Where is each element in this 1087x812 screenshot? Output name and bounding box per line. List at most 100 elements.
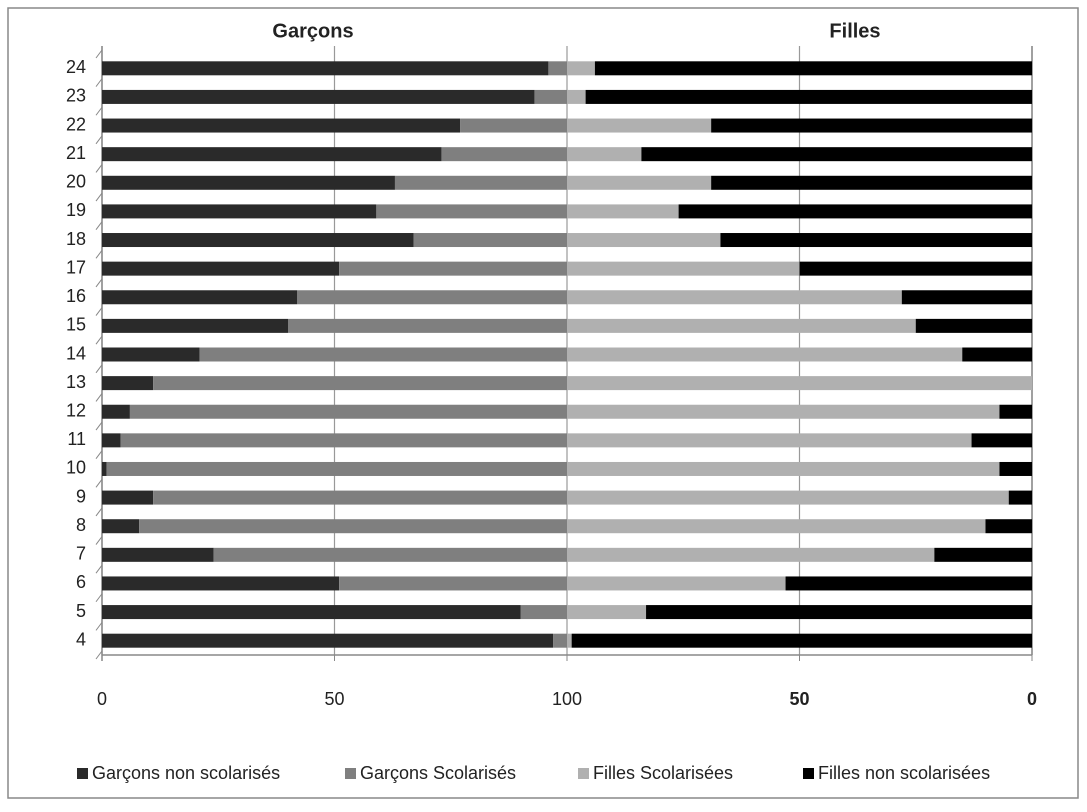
bar-segment (985, 519, 1032, 534)
x-tick-label: 100 (552, 689, 582, 709)
bar-segment (720, 233, 1032, 248)
y-tick-label: 13 (66, 372, 86, 392)
bar-segment (567, 261, 800, 276)
bar-segment (567, 89, 586, 104)
bar-segment (567, 519, 986, 534)
bar-segment (102, 347, 200, 362)
y-tick (95, 364, 103, 374)
bar-segment (102, 118, 461, 133)
y-tick (95, 421, 103, 431)
y-tick-label: 7 (76, 544, 86, 564)
y-tick-label: 14 (66, 343, 86, 363)
x-tick-label: 0 (1027, 689, 1037, 709)
bar-segment (962, 347, 1032, 362)
y-tick (95, 478, 103, 488)
bar-segment (678, 204, 1032, 219)
bar-segment (567, 404, 1000, 419)
y-tick-label: 17 (66, 257, 86, 277)
legend-swatch (803, 768, 814, 779)
bar-segment (934, 547, 1032, 562)
y-tick-label: 19 (66, 200, 86, 220)
y-tick-label: 22 (66, 114, 86, 134)
y-tick-label: 24 (66, 57, 86, 77)
legend-label: Garçons non scolarisés (92, 763, 280, 783)
bar-segment (641, 147, 1032, 162)
bar-segment (548, 61, 567, 76)
y-tick-label: 16 (66, 286, 86, 306)
bar-segment (1008, 490, 1032, 505)
x-tick-label: 50 (789, 689, 809, 709)
bar-segment (567, 118, 712, 133)
bar-segment (567, 347, 963, 362)
side-title: Garçons (272, 20, 353, 42)
bar-segment (102, 147, 442, 162)
bar-segment (441, 147, 567, 162)
x-tick-label: 0 (97, 689, 107, 709)
bar-segment (520, 605, 567, 620)
y-tick (95, 593, 103, 603)
y-tick (95, 564, 103, 574)
y-tick (95, 622, 103, 631)
bar-segment (646, 605, 1032, 620)
bar-segment (999, 461, 1032, 476)
bar-segment (102, 204, 377, 219)
bar-segment (413, 233, 567, 248)
bar-segment (102, 461, 107, 476)
bar-segment (594, 61, 1032, 76)
y-tick-label: 21 (66, 143, 86, 163)
bar-segment (102, 433, 121, 448)
y-tick-label: 15 (66, 315, 86, 335)
bar-segment (297, 290, 567, 305)
bar-segment (567, 461, 1000, 476)
legend-swatch (345, 768, 356, 779)
y-tick-label: 4 (76, 629, 86, 649)
y-tick (95, 536, 103, 545)
bar-segment (213, 547, 567, 562)
y-tick (95, 78, 103, 87)
y-tick (95, 650, 103, 660)
y-tick-label: 23 (66, 86, 86, 106)
y-tick-label: 20 (66, 172, 86, 192)
bar-segment (102, 376, 154, 391)
y-tick-label: 10 (66, 458, 86, 478)
bar-segment (567, 433, 972, 448)
bar-segment (799, 261, 1032, 276)
bar-segment (567, 605, 647, 620)
chart-frame (7, 7, 1079, 799)
bar-segment (120, 433, 567, 448)
bar-segment (711, 175, 1032, 190)
bar-segment (339, 261, 567, 276)
y-tick-label: 12 (66, 400, 86, 420)
bar-segment (567, 147, 642, 162)
bar-segment (102, 519, 140, 534)
bar-segment (102, 633, 554, 648)
bar-segment (102, 318, 288, 333)
bar-segment (102, 261, 340, 276)
y-tick-label: 18 (66, 229, 86, 249)
legend-swatch (578, 768, 589, 779)
legend-label: Filles non scolarisées (818, 763, 990, 783)
bar-segment (139, 519, 567, 534)
bar-segment (571, 633, 1032, 648)
bar-segment (567, 376, 1032, 391)
bar-segment (106, 461, 568, 476)
legend-label: Filles Scolarisées (593, 763, 733, 783)
y-tick (95, 335, 103, 345)
bar-segment (567, 633, 572, 648)
bar-segment (102, 290, 298, 305)
bar-segment (915, 318, 1032, 333)
y-tick (95, 250, 103, 259)
y-tick-label: 8 (76, 515, 86, 535)
y-tick (95, 450, 103, 459)
bar-segment (394, 175, 567, 190)
side-title: Filles (829, 20, 880, 42)
bar-segment (567, 290, 902, 305)
y-tick (95, 307, 103, 316)
bar-segment (460, 118, 567, 133)
bar-segment (567, 547, 935, 562)
bar-segment (567, 175, 712, 190)
bar-segment (534, 89, 567, 104)
bar-segment (567, 61, 595, 76)
y-tick (95, 507, 103, 517)
